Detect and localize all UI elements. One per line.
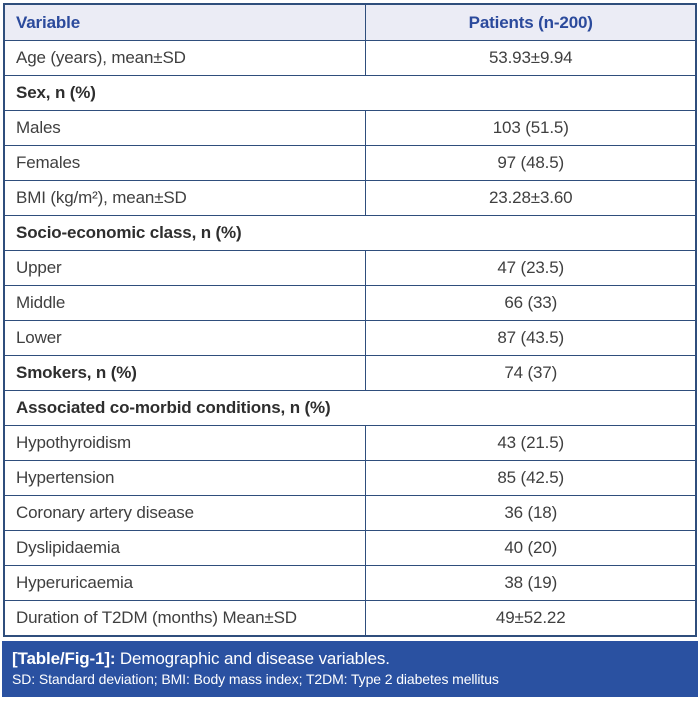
patients-value: 97 (48.5) <box>365 145 697 181</box>
section-label: Associated co-morbid conditions, n (%) <box>3 390 697 426</box>
section-row: Socio-economic class, n (%) <box>3 215 697 251</box>
table-row: Dyslipidaemia 40 (20) <box>3 530 697 566</box>
patients-value: 66 (33) <box>365 285 697 321</box>
table-row: Smokers, n (%) 74 (37) <box>3 355 697 391</box>
column-header-patients: Patients (n-200) <box>365 3 697 41</box>
variable-label: Duration of T2DM (months) Mean±SD <box>3 600 367 637</box>
figure-caption-text: Demographic and disease variables. <box>115 649 390 668</box>
variable-label: Age (years), mean±SD <box>3 40 367 76</box>
table-row: Coronary artery disease 36 (18) <box>3 495 697 531</box>
table-row: Duration of T2DM (months) Mean±SD 49±52.2… <box>3 600 697 637</box>
variable-label: Coronary artery disease <box>3 495 367 531</box>
patients-value: 23.28±3.60 <box>365 180 697 216</box>
table-row: Hypothyroidism 43 (21.5) <box>3 425 697 461</box>
variable-label: Smokers, n (%) <box>3 355 367 391</box>
table-row: Hypertension 85 (42.5) <box>3 460 697 496</box>
abbreviations-note: SD: Standard deviation; BMI: Body mass i… <box>12 671 499 687</box>
patients-value: 85 (42.5) <box>365 460 697 496</box>
patients-value: 40 (20) <box>365 530 697 566</box>
patients-value: 49±52.22 <box>365 600 697 637</box>
variable-label: Dyslipidaemia <box>3 530 367 566</box>
section-label: Socio-economic class, n (%) <box>3 215 697 251</box>
table-row: Age (years), mean±SD 53.93±9.94 <box>3 40 697 76</box>
variable-label: Hypertension <box>3 460 367 496</box>
patients-value: 47 (23.5) <box>365 250 697 286</box>
variable-label: Hypothyroidism <box>3 425 367 461</box>
variable-label: Middle <box>3 285 367 321</box>
figure-caption-bar: [Table/Fig-1]: Demographic and disease v… <box>2 641 698 697</box>
table-row: Males 103 (51.5) <box>3 110 697 146</box>
variable-label: Females <box>3 145 367 181</box>
variable-label: Upper <box>3 250 367 286</box>
patients-value: 36 (18) <box>365 495 697 531</box>
section-row: Sex, n (%) <box>3 75 697 111</box>
column-header-variable: Variable <box>3 3 367 41</box>
figure-number-label: [Table/Fig-1]: <box>12 649 116 668</box>
header-row: Variable Patients (n-200) <box>3 3 697 41</box>
variable-label: Males <box>3 110 367 146</box>
figure-caption: [Table/Fig-1]: Demographic and disease v… <box>12 647 688 670</box>
table-header: Variable Patients (n-200) <box>3 3 697 41</box>
table-body: Age (years), mean±SD 53.93±9.94 Sex, n (%)… <box>3 40 697 637</box>
patients-value: 103 (51.5) <box>365 110 697 146</box>
patients-value: 74 (37) <box>365 355 697 391</box>
section-row: Associated co-morbid conditions, n (%) <box>3 390 697 426</box>
variable-label: Hyperuricaemia <box>3 565 367 601</box>
patients-value: 53.93±9.94 <box>365 40 697 76</box>
table-row: Lower 87 (43.5) <box>3 320 697 356</box>
variable-label: Lower <box>3 320 367 356</box>
section-label: Sex, n (%) <box>3 75 697 111</box>
table-row: Hyperuricaemia 38 (19) <box>3 565 697 601</box>
demographics-table: Variable Patients (n-200) Age (years), m… <box>3 3 697 637</box>
table-row: Middle 66 (33) <box>3 285 697 321</box>
patients-value: 87 (43.5) <box>365 320 697 356</box>
table-row: Upper 47 (23.5) <box>3 250 697 286</box>
patients-value: 43 (21.5) <box>365 425 697 461</box>
table-row: BMI (kg/m²), mean±SD 23.28±3.60 <box>3 180 697 216</box>
table-row: Females 97 (48.5) <box>3 145 697 181</box>
table-figure: Variable Patients (n-200) Age (years), m… <box>0 3 700 716</box>
patients-value: 38 (19) <box>365 565 697 601</box>
variable-label: BMI (kg/m²), mean±SD <box>3 180 367 216</box>
